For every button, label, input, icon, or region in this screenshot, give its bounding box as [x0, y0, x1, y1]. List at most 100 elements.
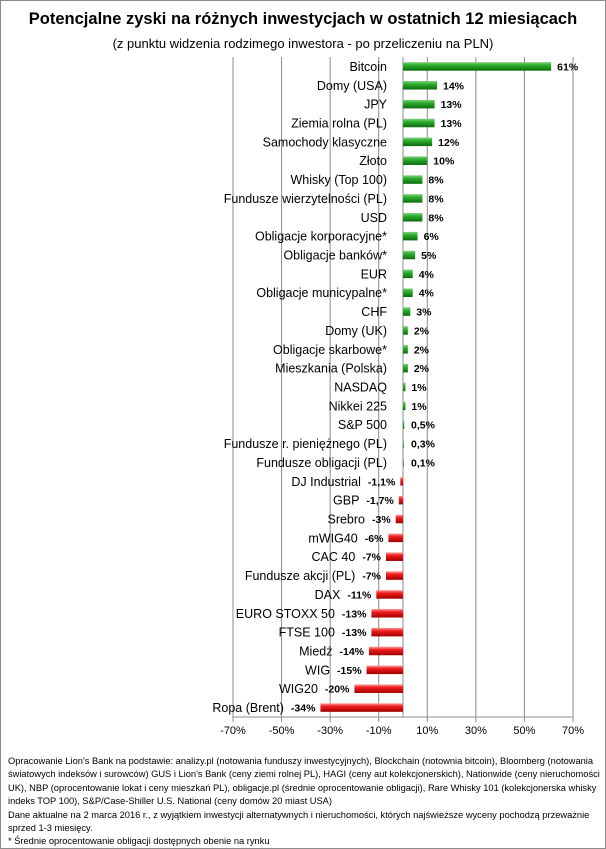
- bar: [403, 326, 408, 335]
- category-label: Nikkei 225: [329, 399, 387, 413]
- bar: [386, 552, 403, 561]
- bar: [400, 477, 403, 486]
- category-label: EURO STOXX 50: [236, 607, 335, 621]
- bar: [403, 420, 405, 429]
- category-label: Bitcoin: [349, 60, 387, 74]
- bar: [371, 627, 403, 637]
- x-tick-label: 10%: [416, 725, 438, 737]
- category-label: Obligacje municypalne*: [256, 286, 387, 300]
- bar: [320, 703, 403, 712]
- data-label: -34%: [291, 703, 316, 715]
- category-label: mWIG40: [308, 531, 357, 545]
- x-tick-label: -50%: [269, 725, 295, 737]
- data-label: -14%: [339, 646, 364, 658]
- category-label: Srebro: [327, 513, 365, 527]
- category-label: CAC 40: [312, 550, 356, 564]
- x-tick-label: -30%: [317, 725, 343, 737]
- data-label: -7%: [362, 552, 381, 564]
- data-label: 2%: [414, 344, 430, 356]
- category-label: Whisky (Top 100): [290, 173, 387, 187]
- category-label: EUR: [361, 267, 387, 281]
- bar: [403, 156, 428, 165]
- data-label: 10%: [433, 156, 455, 168]
- category-label: Mieszkania (Polska): [275, 362, 387, 376]
- bar: [403, 401, 406, 411]
- data-label: -20%: [325, 684, 350, 696]
- category-label: Obligacje skarbowe*: [273, 343, 387, 357]
- data-label: 4%: [419, 288, 435, 300]
- bar: [386, 571, 403, 580]
- category-label: Domy (UK): [325, 324, 387, 338]
- bar: [403, 137, 433, 147]
- chart-footer: Opracowanie Lion's Bank na podstawie: an…: [8, 755, 600, 849]
- data-label: 8%: [428, 175, 444, 187]
- data-label: 6%: [424, 231, 440, 243]
- category-label: Fundusze r. pieniężnego (PL): [224, 437, 387, 451]
- bar: [403, 288, 413, 297]
- bar: [403, 213, 423, 222]
- data-label: 12%: [438, 137, 460, 149]
- sources-note: Opracowanie Lion's Bank na podstawie: an…: [8, 756, 600, 807]
- category-label: Fundusze wierzytelności (PL): [224, 192, 387, 206]
- category-label: WIG: [305, 663, 330, 677]
- bar: [403, 81, 437, 90]
- data-label: 1%: [411, 382, 427, 394]
- data-label: -1,7%: [366, 495, 394, 507]
- category-label: Fundusze obligacji (PL): [256, 456, 387, 470]
- bar: [395, 514, 403, 524]
- category-label: DAX: [315, 588, 341, 602]
- bar: [403, 439, 404, 448]
- bar: [403, 250, 416, 260]
- data-label: 61%: [557, 61, 579, 73]
- bar: [403, 363, 408, 373]
- bar: [403, 269, 413, 279]
- category-label: Fundusze akcji (PL): [245, 569, 355, 583]
- data-label: -1,1%: [368, 476, 396, 488]
- bar: [354, 684, 403, 693]
- data-label: -13%: [342, 608, 367, 620]
- category-label: Złoto: [359, 154, 387, 168]
- data-label: 8%: [428, 212, 444, 224]
- bar: [403, 99, 435, 109]
- data-label: 0,5%: [411, 420, 436, 432]
- bar: [403, 382, 406, 392]
- bar: [403, 231, 418, 241]
- chart-subtitle: (z punktu widzenia rodzimego inwestora -…: [112, 36, 494, 51]
- bar: [403, 458, 404, 467]
- data-label: -13%: [342, 627, 367, 639]
- bar: [403, 62, 552, 71]
- bar: [371, 609, 403, 618]
- data-label: -11%: [347, 589, 372, 601]
- category-label: USD: [361, 211, 387, 225]
- chart-title: Potencjalne zyski na różnych inwestycjac…: [28, 10, 578, 28]
- data-label: 14%: [443, 80, 465, 92]
- category-label: S&P 500: [338, 418, 387, 432]
- data-label: 8%: [428, 193, 444, 205]
- date-note: Dane aktualne na 2 marca 2016 r., z wyją…: [8, 809, 590, 834]
- x-tick-label: -70%: [220, 725, 246, 737]
- x-tick-label: 30%: [465, 725, 487, 737]
- category-label: Ziemia rolna (PL): [291, 117, 387, 131]
- category-label: NASDAQ: [334, 381, 387, 395]
- data-label: 0,3%: [411, 439, 436, 451]
- category-label: CHF: [361, 305, 387, 319]
- category-label: Domy (USA): [317, 79, 387, 93]
- data-label: 13%: [441, 118, 463, 130]
- data-label: -3%: [372, 514, 391, 526]
- category-label: Samochody klasyczne: [263, 135, 387, 149]
- data-label: -15%: [337, 665, 362, 677]
- bar: [403, 194, 423, 203]
- data-label: 5%: [421, 250, 437, 262]
- bar: [388, 533, 403, 543]
- x-tick-label: 50%: [513, 725, 535, 737]
- bar: [369, 646, 403, 656]
- data-label: 2%: [414, 325, 430, 337]
- category-label: FTSE 100: [279, 626, 335, 640]
- category-label: Ropa (Brent): [212, 701, 284, 715]
- category-label: DJ Industrial: [291, 475, 360, 489]
- category-label: JPY: [364, 98, 388, 112]
- data-label: 2%: [414, 363, 430, 375]
- category-label: GBP: [333, 494, 359, 508]
- data-label: 13%: [441, 99, 463, 111]
- category-label: WIG20: [279, 682, 318, 696]
